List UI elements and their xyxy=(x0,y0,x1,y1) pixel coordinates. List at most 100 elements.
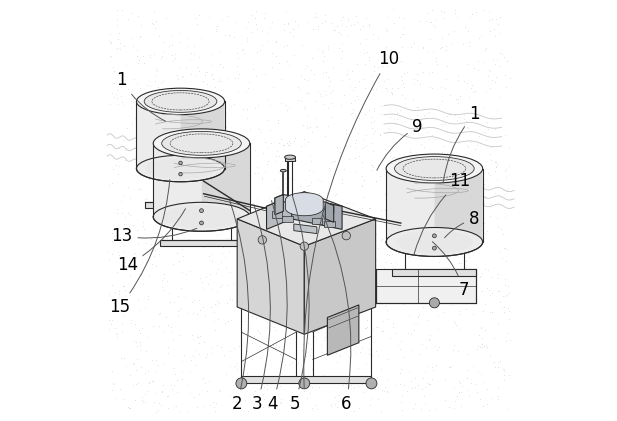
Point xyxy=(347,22,357,29)
Point xyxy=(341,127,351,134)
Polygon shape xyxy=(292,196,342,229)
Point xyxy=(291,135,300,141)
Point xyxy=(128,99,138,105)
Point xyxy=(189,50,199,57)
Point xyxy=(452,136,462,142)
Polygon shape xyxy=(267,196,292,229)
Point xyxy=(170,192,180,199)
Point xyxy=(146,235,156,242)
Point xyxy=(479,220,489,226)
Text: 11: 11 xyxy=(414,172,470,254)
Point xyxy=(224,248,234,255)
Point xyxy=(117,307,126,314)
Point xyxy=(238,106,248,112)
Point xyxy=(382,250,392,257)
Point xyxy=(141,140,151,147)
Point xyxy=(275,398,285,405)
Point xyxy=(364,57,374,64)
Point xyxy=(311,378,321,385)
Point xyxy=(364,205,374,211)
Point xyxy=(442,63,452,69)
Point xyxy=(465,139,474,145)
Point xyxy=(110,395,120,402)
Point xyxy=(412,104,422,110)
Point xyxy=(202,155,212,161)
Point xyxy=(147,378,157,384)
Point xyxy=(492,396,502,403)
Point xyxy=(183,114,193,121)
Point xyxy=(434,325,444,332)
Point xyxy=(442,128,452,135)
Point xyxy=(254,378,264,385)
Point xyxy=(408,246,418,253)
Point xyxy=(320,232,329,238)
Point xyxy=(288,32,298,39)
Point xyxy=(241,299,251,306)
Point xyxy=(212,114,222,120)
Point xyxy=(412,320,422,327)
Point xyxy=(351,137,361,144)
Point xyxy=(176,138,186,144)
Point xyxy=(351,256,361,263)
Point xyxy=(307,384,317,390)
Point xyxy=(501,258,511,264)
Point xyxy=(468,300,478,307)
Point xyxy=(348,298,358,305)
Point xyxy=(368,352,378,359)
Point xyxy=(370,107,379,114)
Point xyxy=(149,165,159,171)
Point xyxy=(305,197,315,204)
Point xyxy=(154,400,164,406)
Point xyxy=(245,307,255,314)
Point xyxy=(411,165,421,172)
Point xyxy=(117,99,126,105)
Point xyxy=(133,160,143,167)
Point xyxy=(504,163,514,169)
Point xyxy=(199,130,209,137)
Point xyxy=(159,270,169,277)
Point xyxy=(136,143,146,150)
Point xyxy=(418,375,428,381)
Point xyxy=(338,13,348,20)
Point xyxy=(195,275,205,282)
Point xyxy=(367,140,377,147)
Point xyxy=(221,371,231,378)
Point xyxy=(191,187,201,194)
Point xyxy=(430,24,440,30)
Point xyxy=(106,53,116,60)
Point xyxy=(423,194,433,201)
Point xyxy=(177,368,187,374)
Point xyxy=(399,301,409,308)
Point xyxy=(328,198,338,205)
Point xyxy=(253,328,263,334)
Point xyxy=(389,116,399,123)
Point xyxy=(498,293,508,299)
Point xyxy=(131,253,141,260)
Point xyxy=(255,47,265,54)
Point xyxy=(213,77,223,84)
Point xyxy=(395,223,405,230)
Point xyxy=(413,293,423,300)
Point xyxy=(238,45,248,52)
Point xyxy=(425,381,435,388)
Point xyxy=(285,360,295,367)
Point xyxy=(209,404,219,410)
Point xyxy=(196,238,206,245)
Point xyxy=(334,392,344,398)
Point xyxy=(484,17,494,24)
Point xyxy=(227,178,237,184)
Point xyxy=(148,323,158,330)
Point xyxy=(141,240,151,247)
Point xyxy=(120,214,130,221)
Point xyxy=(214,75,224,82)
Point xyxy=(302,62,312,69)
Point xyxy=(112,210,122,216)
Point xyxy=(373,161,383,168)
Point xyxy=(128,360,138,367)
Point xyxy=(320,88,330,94)
Point xyxy=(370,105,379,112)
Point xyxy=(255,286,265,293)
Point xyxy=(352,277,362,284)
Point xyxy=(341,143,350,149)
Point xyxy=(138,252,147,259)
